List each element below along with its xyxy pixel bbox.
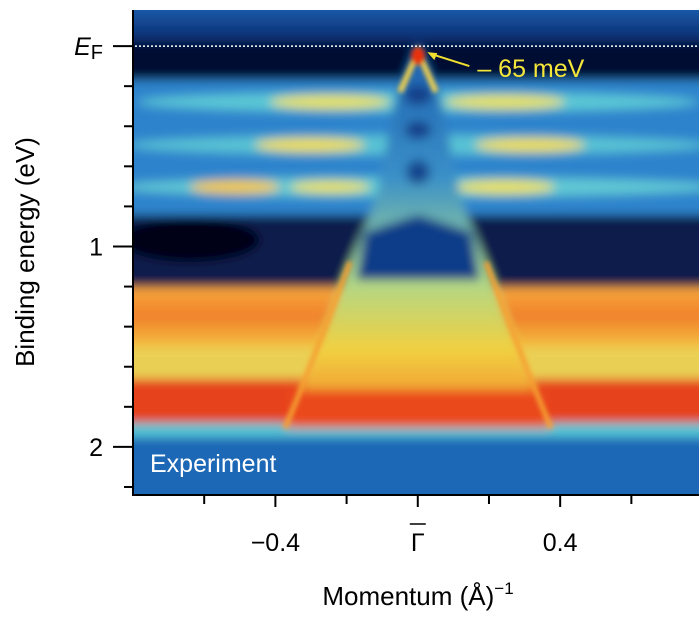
heatmap-shape — [255, 138, 365, 152]
y-tick-label-subscript: F — [91, 42, 103, 64]
heatmap-shape — [133, 218, 260, 262]
heatmap-shape — [133, 423, 699, 437]
heatmap-shape — [133, 10, 699, 45]
y-tick-label-main: E — [74, 33, 91, 61]
heatmap-shape — [445, 95, 565, 109]
heatmap-shape — [282, 261, 353, 429]
x-tick-label: Γ — [411, 529, 425, 557]
annotation-arrow — [431, 53, 470, 68]
heatmap-shape — [356, 215, 480, 280]
heatmap-shape — [133, 437, 699, 495]
x-axis-title-main: Momentum (Å) — [322, 581, 494, 611]
heatmap-shape — [290, 390, 546, 426]
heatmap-shape — [411, 47, 425, 65]
annotation-text: – 65 meV — [477, 55, 584, 83]
heatmap-shape — [282, 44, 554, 429]
heatmap-shape — [406, 160, 430, 184]
y-tick-label: EF — [74, 33, 103, 64]
heatmap-shape — [190, 180, 280, 194]
heatmap-image — [133, 10, 699, 495]
axes — [132, 10, 699, 496]
inset-label: Experiment — [150, 450, 276, 478]
heatmap-shape — [404, 85, 432, 105]
x-tick-label: 0.4 — [543, 529, 578, 557]
y-tick-label: 2 — [89, 434, 103, 462]
y-axis-title: Binding energy (eV) — [10, 137, 40, 367]
heatmap-shape — [483, 261, 554, 429]
x-axis-title-superscript: −1 — [494, 579, 513, 598]
x-axis-title: Momentum (Å)−1 — [322, 579, 513, 611]
heatmap-shape — [270, 95, 390, 109]
heatmap-shape — [290, 181, 370, 193]
heatmap-shape — [133, 10, 699, 495]
y-tick-label: 1 — [89, 233, 103, 261]
heatmap-shape — [475, 138, 585, 152]
annotation-arrowhead — [427, 52, 438, 61]
heatmap-shape — [455, 180, 555, 194]
x-tick-label: −0.4 — [251, 529, 300, 557]
heatmap-shape — [405, 121, 431, 139]
